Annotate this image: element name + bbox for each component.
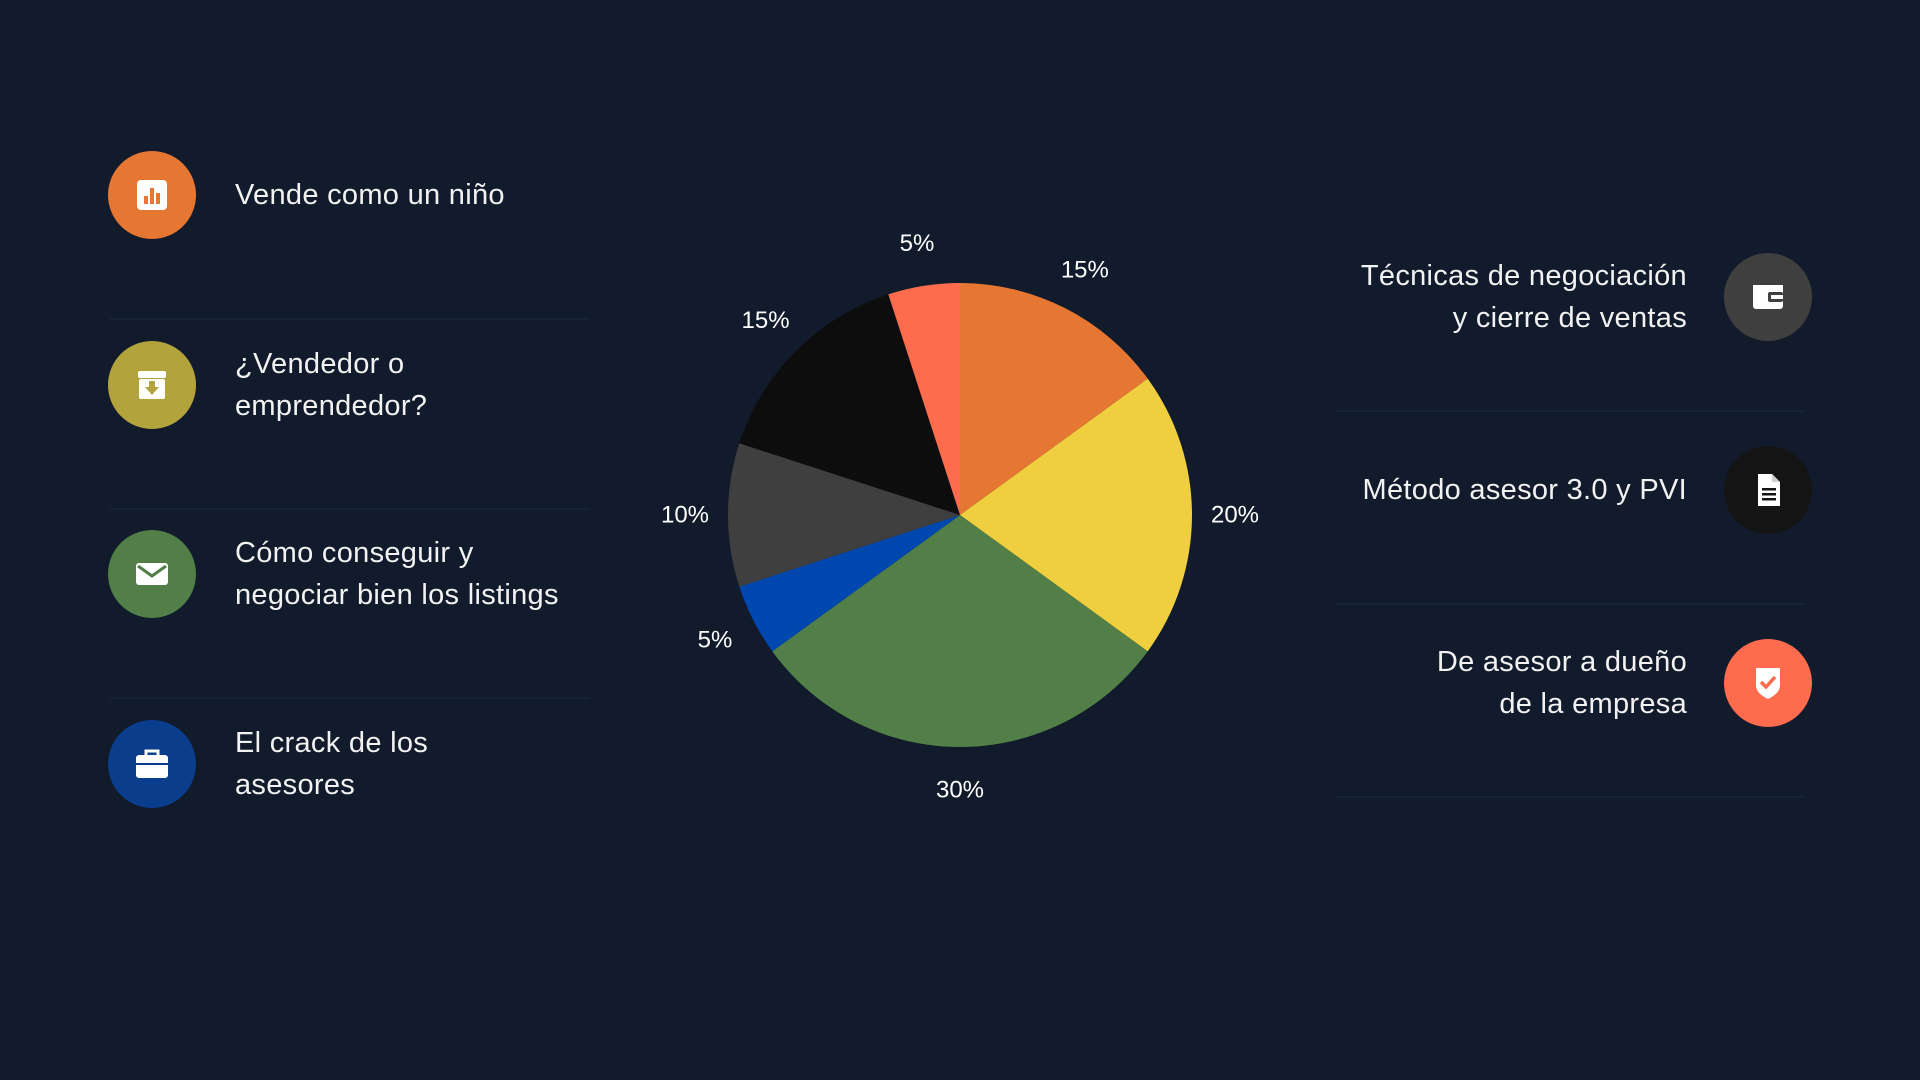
- topic-icon-circle: [108, 151, 196, 239]
- briefcase-icon: [136, 749, 168, 778]
- pie-slice: [960, 283, 1148, 515]
- pie-slice-label: 15%: [1061, 256, 1109, 283]
- topic-label: Técnicas de negociación y cierre de vent…: [1360, 260, 1687, 334]
- pie-slice: [960, 378, 1192, 652]
- topic-item-de-asesor-a-dueno: De asesor a dueño de la empresa: [1437, 639, 1812, 727]
- divider: [1335, 603, 1805, 605]
- pie-slice: [888, 283, 960, 515]
- mail-icon: [136, 563, 168, 585]
- pie-slice: [727, 443, 960, 587]
- topic-icon-circle: [108, 720, 196, 808]
- topic-label: Método asesor 3.0 y PVI: [1362, 474, 1687, 506]
- pie-slice: [739, 515, 960, 652]
- topic-item-metodo-asesor-pvi: Método asesor 3.0 y PVI: [1363, 446, 1812, 534]
- topic-icon-circle: [1724, 253, 1812, 341]
- archive-download-icon: [138, 371, 166, 399]
- divider: [110, 318, 590, 320]
- topic-item-tecnicas-de-negociacion: Técnicas de negociación y cierre de vent…: [1361, 253, 1812, 341]
- topic-item-como-conseguir-listings: Cómo conseguir y negociar bien los listi…: [108, 530, 559, 618]
- pie-slice-label: 5%: [900, 230, 935, 257]
- topic-item-vendedor-o-emprendedor: ¿Vendedor o emprendedor?: [108, 341, 427, 429]
- topic-item-el-crack-de-los-asesores: El crack de los asesores: [108, 720, 428, 808]
- pie-slice: [772, 515, 1148, 747]
- shield-check-icon: [1756, 668, 1780, 699]
- divider: [110, 697, 590, 699]
- topic-icon-circle: [108, 530, 196, 618]
- document-icon: [1758, 474, 1780, 506]
- pie-slice-label: 10%: [661, 502, 709, 529]
- divider: [1335, 796, 1805, 798]
- topic-item-vende-como-un-nino: Vende como un niño: [108, 151, 505, 239]
- topic-label: Cómo conseguir y negociar bien los listi…: [235, 537, 559, 611]
- bar-chart-icon: [137, 180, 167, 210]
- divider: [1335, 410, 1805, 412]
- pie-slice: [739, 294, 960, 515]
- topic-label: ¿Vendedor o emprendedor?: [235, 348, 428, 422]
- pie-slice-label: 30%: [936, 777, 984, 804]
- topic-icon-circle: [1724, 446, 1812, 534]
- wallet-icon: [1753, 285, 1783, 309]
- topic-label: De asesor a dueño de la empresa: [1436, 646, 1687, 720]
- topic-icon-circle: [1724, 639, 1812, 727]
- topic-label: Vende como un niño: [235, 179, 505, 211]
- topic-label: El crack de los asesores: [235, 727, 429, 801]
- pie-slice-label: 15%: [742, 307, 790, 334]
- divider: [110, 508, 590, 510]
- pie-slice-label: 5%: [698, 626, 733, 653]
- topic-icon-circle: [108, 341, 196, 429]
- pie-slice-label: 20%: [1211, 502, 1259, 529]
